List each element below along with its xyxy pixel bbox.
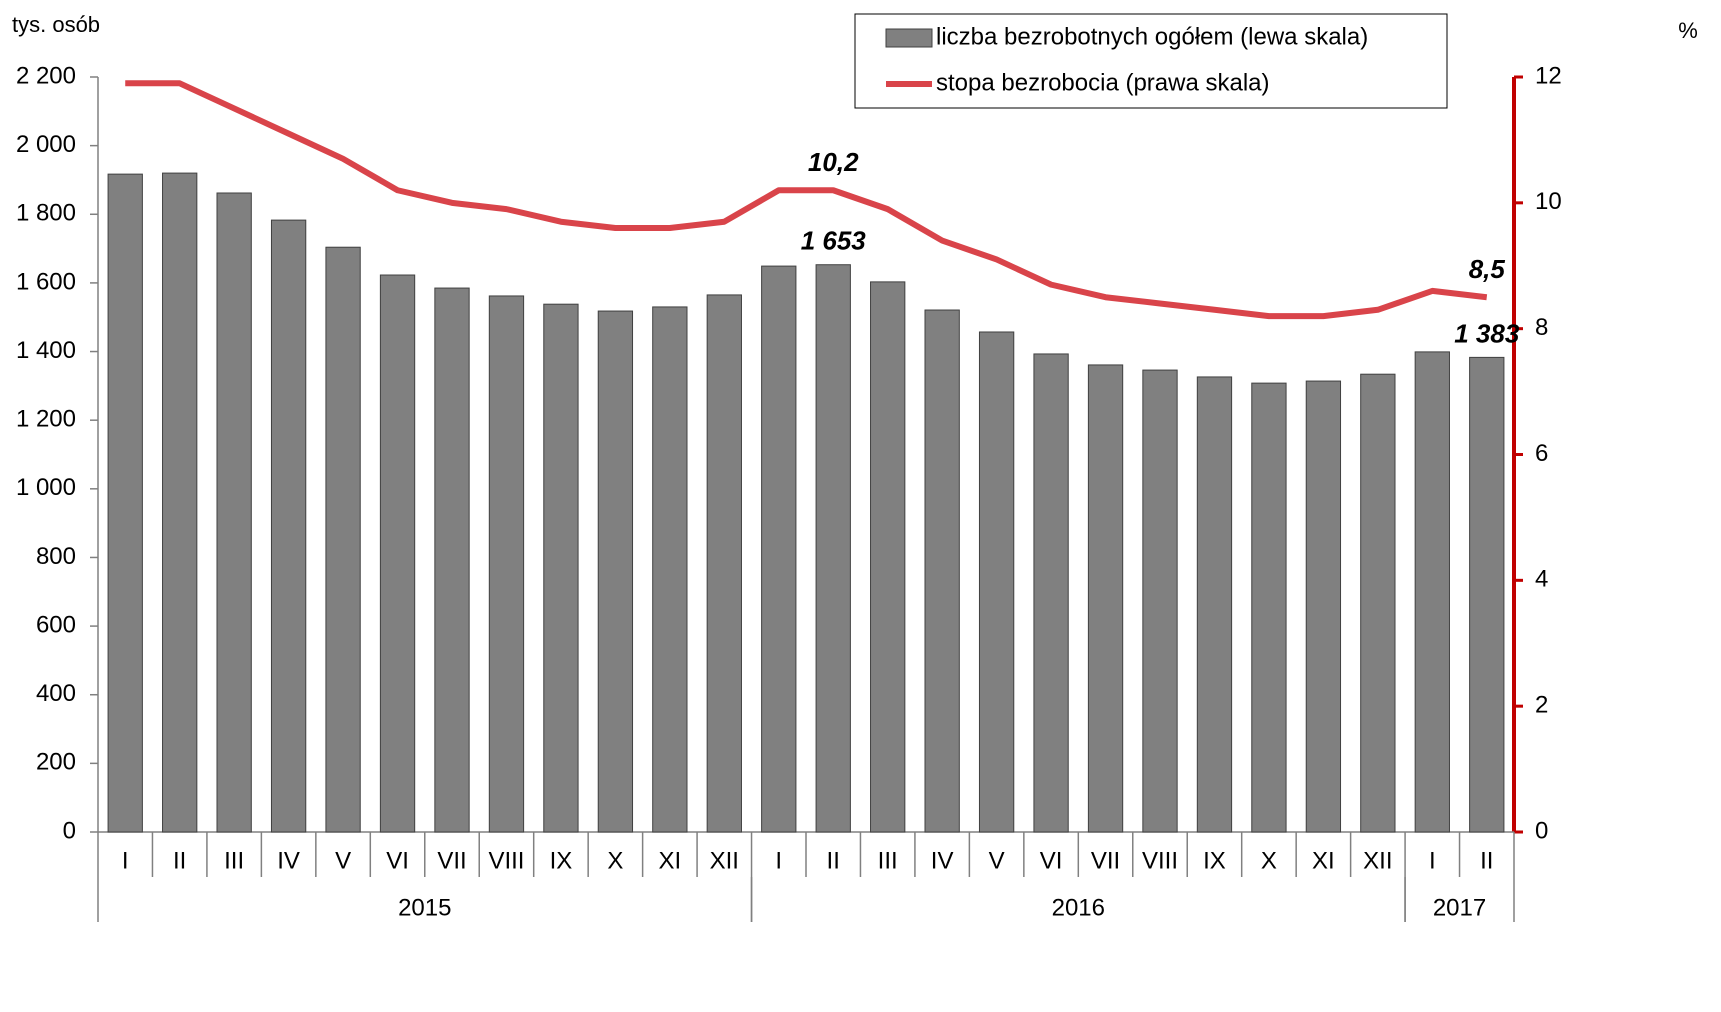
- y-tick-label: 400: [36, 680, 76, 707]
- x-tick-label: IV: [277, 847, 300, 874]
- x-tick-label: V: [989, 847, 1005, 874]
- y2-tick-label: 8: [1535, 314, 1548, 341]
- bar: [162, 172, 198, 833]
- year-label: 2017: [1433, 894, 1486, 921]
- x-tick-label: IX: [550, 847, 573, 874]
- x-tick-label: X: [1261, 847, 1277, 874]
- x-tick-label: VI: [386, 847, 409, 874]
- bar: [379, 274, 416, 833]
- y-tick-label: 0: [63, 817, 76, 844]
- bar: [652, 306, 688, 833]
- x-tick-label: I: [775, 847, 782, 874]
- x-tick-label: II: [1480, 847, 1493, 874]
- bar: [1033, 353, 1069, 833]
- bar: [1251, 382, 1287, 833]
- line-value-label: 10,2: [808, 147, 859, 177]
- legend-label: liczba bezrobotnych ogółem (lewa skala): [936, 23, 1368, 50]
- y-tick-label: 2 000: [16, 131, 76, 158]
- x-tick-label: II: [173, 847, 186, 874]
- x-tick-label: IV: [931, 847, 954, 874]
- legend-swatch: [885, 28, 933, 48]
- x-tick-label: XI: [1312, 847, 1335, 874]
- y2-tick-label: 10: [1535, 188, 1562, 215]
- x-tick-label: VII: [1091, 847, 1120, 874]
- bar: [815, 264, 851, 833]
- y2-tick-label: 0: [1535, 817, 1548, 844]
- y-tick-label: 800: [36, 543, 76, 570]
- bar: [1142, 369, 1178, 833]
- bar: [543, 303, 579, 833]
- x-tick-label: I: [122, 847, 129, 874]
- bar: [488, 295, 525, 833]
- x-tick-label: XII: [1363, 847, 1392, 874]
- x-tick-label: XII: [710, 847, 739, 874]
- bar: [1087, 364, 1124, 833]
- bar: [1414, 351, 1450, 833]
- bar: [325, 246, 361, 833]
- x-tick-label: V: [335, 847, 351, 874]
- x-tick-label: X: [607, 847, 623, 874]
- line: [125, 80, 1488, 320]
- x-tick-label: I: [1429, 847, 1436, 874]
- bar: [706, 294, 742, 833]
- bar: [597, 310, 634, 833]
- x-tick-label: XI: [659, 847, 682, 874]
- year-label: 2015: [398, 894, 451, 921]
- x-tick-label: VII: [437, 847, 466, 874]
- legend-label: stopa bezrobocia (prawa skala): [936, 69, 1270, 96]
- y2-tick-label: 12: [1535, 62, 1562, 89]
- x-tick-label: III: [878, 847, 898, 874]
- bar: [434, 287, 470, 833]
- bar: [270, 219, 307, 833]
- y-tick-label: 1 800: [16, 200, 76, 227]
- bar: [1360, 373, 1396, 833]
- x-tick-label: VI: [1040, 847, 1063, 874]
- year-label: 2016: [1052, 894, 1105, 921]
- legend-box: [854, 13, 1448, 109]
- line-value-label: 8,5: [1469, 254, 1506, 284]
- bar: [924, 309, 960, 833]
- x-tick-label: VIII: [488, 847, 524, 874]
- x-tick-label: VIII: [1142, 847, 1178, 874]
- y-tick-label: 600: [36, 611, 76, 638]
- y-tick-label: 1 200: [16, 406, 76, 433]
- y-axis-label: tys. osób: [12, 12, 100, 37]
- bar: [1469, 356, 1505, 833]
- bar-value-label: 1 383: [1454, 318, 1520, 348]
- bar: [216, 192, 252, 833]
- x-tick-label: III: [224, 847, 244, 874]
- bar: [870, 281, 906, 833]
- x-tick-label: II: [827, 847, 840, 874]
- y-tick-label: 1 400: [16, 337, 76, 364]
- y2-tick-label: 6: [1535, 440, 1548, 467]
- y2-axis-label: %: [1678, 18, 1698, 43]
- y-tick-label: 1 000: [16, 474, 76, 501]
- bar: [107, 173, 143, 833]
- bar: [761, 265, 797, 833]
- y2-tick-label: 4: [1535, 566, 1548, 593]
- bar: [1305, 380, 1342, 833]
- y-tick-label: 1 600: [16, 268, 76, 295]
- y-tick-label: 2 200: [16, 62, 76, 89]
- x-tick-label: IX: [1203, 847, 1226, 874]
- bar: [978, 331, 1015, 833]
- y2-tick-label: 2: [1535, 692, 1548, 719]
- bar-value-label: 1 653: [801, 226, 867, 256]
- y-tick-label: 200: [36, 749, 76, 776]
- bar: [1196, 376, 1233, 833]
